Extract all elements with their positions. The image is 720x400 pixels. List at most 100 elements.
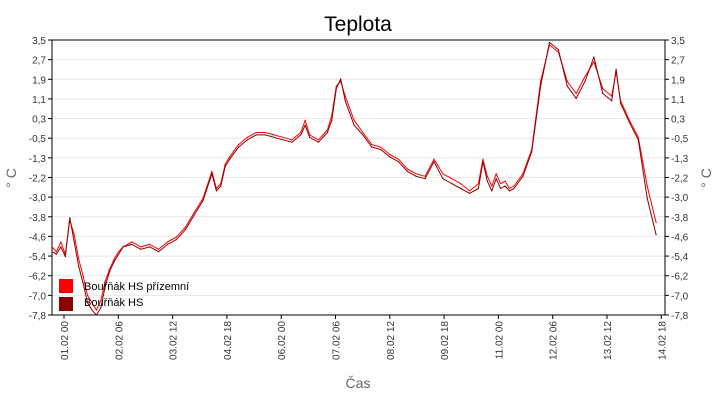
data-point [122,246,124,248]
data-point [158,248,160,250]
y-tick-label-right: -7,0 [671,291,689,302]
data-point [118,253,120,255]
data-point [504,180,506,182]
y-tick-label-right: -7,8 [671,311,689,322]
y-tick-label-left: -4,6 [29,232,47,243]
x-tick-label: 02.02 06 [114,321,125,360]
data-point [309,136,311,138]
y-tick-label-right: -0,5 [671,134,689,145]
data-point [584,80,586,82]
y-tick-label-left: 2,7 [32,56,46,67]
data-point [495,178,497,180]
data-point [113,260,115,263]
data-point [442,173,444,175]
data-point [491,185,493,187]
data-point [100,299,102,301]
data-point [415,175,417,177]
y-tick-label-left: 1,1 [32,95,46,106]
data-point [615,68,617,70]
data-point [566,85,568,87]
data-point [82,282,84,284]
data-point [335,85,337,87]
y-tick-label-left: -6,2 [29,272,47,283]
data-point [482,158,484,160]
data-point [486,175,488,177]
data-point [104,280,106,282]
data-point [211,170,213,172]
y-tick-label-left: -0,5 [29,134,47,145]
data-point [118,251,120,253]
data-point [224,163,226,165]
data-point [109,268,111,270]
x-tick-label: 08.02 12 [386,321,397,360]
y-tick-label-right: -3,8 [671,213,689,224]
data-point [149,246,151,248]
data-point [504,185,506,187]
data-point [55,253,58,255]
data-point [317,141,320,143]
data-point [193,214,195,216]
series-group [51,41,657,316]
data-point [95,314,97,316]
data-point [380,148,382,151]
y-tick-label-left: -7,8 [29,311,47,322]
data-point [433,158,435,160]
y-axis-left: 3,5 2,7 1,9 1,1 0,3 -0,5 -1,3 -2,2 -3,0 -3,8 -4,6 -… [29,36,52,322]
data-point [238,146,240,148]
data-point [508,190,511,192]
data-point [655,234,657,236]
data-point [482,161,484,163]
data-point [575,97,577,99]
data-point [109,270,111,272]
data-point [175,239,177,241]
data-point [211,173,213,175]
data-point [500,187,502,190]
y-tick-label-right: -4,6 [671,232,689,243]
data-point [113,258,115,260]
data-point [91,309,93,311]
data-point [628,119,631,121]
data-point [477,187,479,190]
data-point [469,192,471,194]
data-point [215,190,217,192]
data-point [184,229,186,231]
data-point [353,124,355,126]
data-point [575,92,577,95]
data-point [184,226,186,228]
y-tick-label-left: -3,0 [29,193,47,204]
data-point [175,236,177,238]
x-tick-label: 11.02 00 [494,321,505,360]
y-axis-label-left: ° C [3,168,19,188]
data-point [371,146,373,148]
x-tick-label: 06.02 00 [277,321,288,360]
data-point [220,185,222,187]
data-point [149,243,151,245]
data-point [326,131,328,134]
data-point [397,161,400,163]
y-tick-label-right: -1,3 [671,154,689,165]
x-tick-label: 12.02 06 [549,321,560,360]
data-point [60,241,62,243]
data-point [86,294,89,297]
data-point [300,134,302,136]
data-point [433,161,435,163]
legend: Bouřňák HS přízemní Bouřňák HS [59,279,189,311]
x-tick-label: 14.02 18 [657,321,668,360]
data-point [397,158,400,160]
y-tick-label-left: 1,9 [32,75,46,86]
data-point [60,246,62,248]
data-point [51,251,53,253]
data-point [531,151,533,153]
y-tick-label-right: 0,3 [671,115,685,126]
data-point [442,178,444,180]
legend-label-bourinak-hs-prizemni: Bouřňák HS přízemní [84,281,189,293]
data-point [628,122,631,124]
data-point [104,285,106,287]
x-tick-label: 03.02 12 [169,321,180,360]
data-point [522,175,524,177]
data-point [344,95,346,97]
chart-title: Teplota [324,13,392,36]
data-point [548,41,551,44]
data-point [78,258,80,260]
